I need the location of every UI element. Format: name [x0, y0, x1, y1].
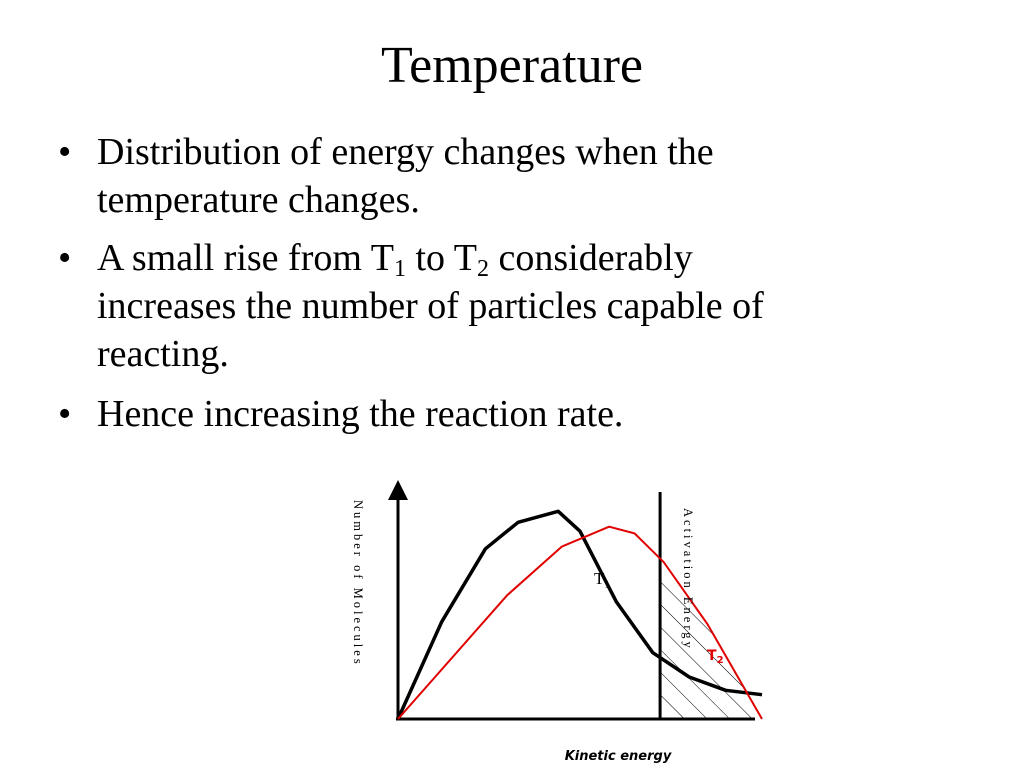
- bullet-text-part: A small rise from T: [97, 237, 394, 279]
- bullet-line: reacting.: [97, 333, 229, 375]
- bullet-marker: •: [58, 393, 72, 435]
- bullet-line: temperature changes.: [97, 179, 420, 221]
- t2-series-label: T2: [707, 648, 724, 666]
- bullet-line: increases the number of particles capabl…: [97, 285, 764, 327]
- t1-curve: [396, 509, 763, 720]
- y-axis-arrow: [388, 480, 408, 500]
- bullet-text: A small rise from T1 to T2 considerably …: [97, 234, 937, 378]
- x-axis-label: Kinetic energy: [565, 749, 672, 764]
- slide-title: Temperature: [381, 37, 643, 94]
- bullet-text-part: to T: [405, 237, 478, 279]
- bullet-marker: •: [58, 131, 72, 173]
- t1-label-sub: 1: [604, 579, 610, 591]
- y-axis-label: Number of Molecules: [351, 500, 365, 667]
- bullet-text: Distribution of energy changes when the …: [97, 128, 937, 224]
- energy-distribution-chart: Number of Molecules Activation Energy T1…: [351, 480, 763, 764]
- subscript-2: 2: [477, 256, 490, 282]
- t1-label-main: T: [594, 569, 605, 588]
- subscript-1: 1: [393, 256, 406, 282]
- bullet-line: Distribution of energy changes when the: [97, 131, 714, 173]
- hatched-region: [660, 558, 762, 719]
- bullet-marker: •: [58, 237, 72, 279]
- bullet-text: Hence increasing the reaction rate.: [97, 390, 937, 438]
- t2-label-sub: 2: [717, 655, 724, 666]
- bullet-line: A small rise from T1 to T2 considerably: [97, 234, 937, 282]
- activation-energy-label: Activation Energy: [681, 508, 695, 651]
- t2-curve: [397, 525, 763, 720]
- t2-label-main: T: [707, 648, 717, 664]
- bullet-text-part: considerably: [489, 237, 693, 279]
- t1-series-label: T1: [594, 569, 610, 591]
- bullet-line: Hence increasing the reaction rate.: [97, 393, 624, 435]
